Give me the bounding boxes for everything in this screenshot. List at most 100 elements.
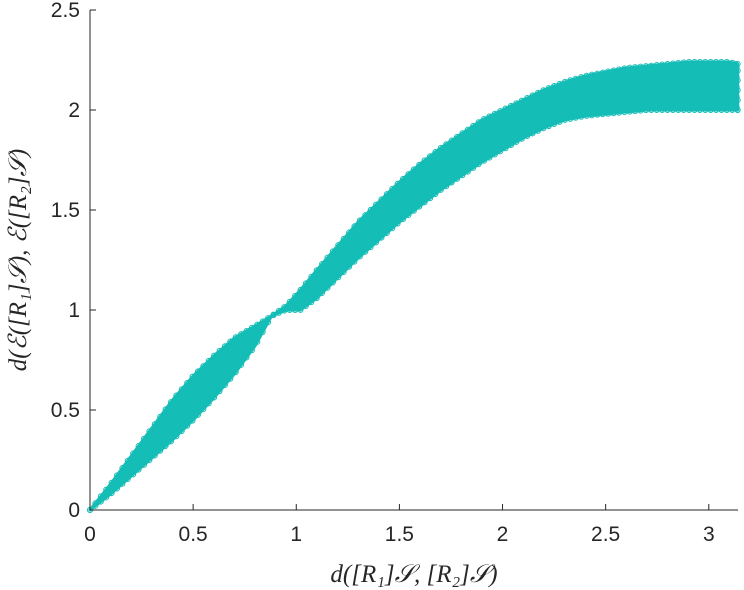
scatter-point <box>507 102 514 109</box>
scatter-point <box>281 304 288 311</box>
scatter-point <box>221 382 228 388</box>
scatter-point <box>140 435 147 442</box>
scatter-point <box>733 93 740 100</box>
x-tick-label: 1.5 <box>385 523 414 546</box>
scatter-point <box>340 235 347 242</box>
scatter-point <box>464 168 471 175</box>
scatter-point <box>475 161 482 168</box>
scatter-point <box>545 123 552 130</box>
x-tick-label: 0.5 <box>179 523 208 546</box>
scatter-point <box>302 303 309 309</box>
scatter-point <box>734 107 741 113</box>
scatter-point <box>103 494 110 501</box>
scatter-point <box>421 199 428 206</box>
scatter-point <box>184 379 191 386</box>
scatter-point <box>583 72 590 79</box>
scatter-point <box>416 203 423 210</box>
scatter-point <box>470 122 477 129</box>
scatter-point <box>194 368 201 375</box>
scatter-point <box>232 334 239 341</box>
scatter-point <box>340 269 347 276</box>
scatter-point <box>421 157 428 164</box>
scatter-point <box>346 263 353 270</box>
scatter-point <box>92 502 99 509</box>
data-points <box>87 59 741 513</box>
x-tick-label: 2.5 <box>591 523 620 546</box>
scatter-point <box>173 433 180 440</box>
scatter-point <box>167 438 174 445</box>
scatter-point <box>329 279 336 286</box>
scatter-point <box>734 97 741 104</box>
scatter-point <box>394 220 401 227</box>
scatter-point <box>734 87 741 94</box>
scatter-point <box>378 196 385 203</box>
scatter-point <box>92 500 99 507</box>
scatter-point <box>567 77 574 84</box>
scatter-point <box>551 82 558 89</box>
scatter-point <box>481 157 488 164</box>
y-axis-label: d(ℰ([R₁]𝒮), ℰ([R₂]𝒮) <box>5 149 32 371</box>
scatter-point <box>286 298 293 305</box>
scatter-point <box>173 392 180 399</box>
scatter-point <box>383 229 390 236</box>
scatter-point <box>733 103 740 110</box>
scatter-point <box>351 258 358 265</box>
scatter-point <box>734 67 741 74</box>
scatter-point <box>378 234 385 241</box>
scatter-point <box>140 461 147 468</box>
scatter-point <box>732 61 739 67</box>
scatter-point <box>567 115 574 122</box>
scatter-point <box>221 343 228 350</box>
scatter-point <box>335 242 342 249</box>
scatter-point <box>448 179 455 186</box>
x-tick-label: 0 <box>84 523 96 546</box>
scatter-point <box>572 114 579 121</box>
scatter-point <box>502 145 509 152</box>
scatter-point <box>470 164 477 171</box>
scatter-point <box>319 289 326 296</box>
scatter-point <box>405 171 412 178</box>
scatter-point <box>238 331 245 338</box>
scatter-point <box>113 485 120 492</box>
scatter-point <box>103 486 110 493</box>
scatter-point <box>491 151 498 158</box>
scatter-point <box>135 443 142 450</box>
scatter-point <box>410 166 417 173</box>
scatter-point <box>162 406 169 413</box>
scatter-point <box>400 216 407 223</box>
scatter-point <box>297 286 304 293</box>
scatter-point <box>259 329 266 335</box>
scatter-point <box>578 74 585 81</box>
scatter-point <box>97 498 104 505</box>
scatter-point <box>313 267 320 274</box>
scatter-point <box>124 457 131 464</box>
scatter-point <box>200 363 207 370</box>
scatter-point <box>329 248 336 255</box>
scatter-point <box>211 352 218 359</box>
scatter-point <box>227 375 234 382</box>
scatter-point <box>113 472 120 479</box>
scatter-point <box>540 87 547 94</box>
y-axis-ticks: 0 0.5 1 1.5 2 2.5 <box>51 0 96 522</box>
scatter-point <box>529 92 536 99</box>
scatter-point <box>486 154 493 161</box>
scatter-point <box>610 67 617 74</box>
scatter-point <box>513 100 520 107</box>
scatter-point <box>733 74 740 81</box>
scatter-point <box>427 195 434 202</box>
scatter-point <box>124 476 131 483</box>
scatter-point <box>356 253 363 260</box>
scatter-point <box>572 75 579 82</box>
scatter-point <box>561 78 568 85</box>
x-tick-label: 1 <box>290 523 302 546</box>
scatter-point <box>275 309 282 316</box>
scatter-point <box>135 466 142 473</box>
scatter-point <box>130 450 137 457</box>
scatter-point <box>400 175 407 182</box>
scatter-point <box>556 80 563 87</box>
scatter-point <box>335 274 342 281</box>
scatter-point <box>454 133 461 140</box>
scatter-point <box>216 388 223 395</box>
scatter-point <box>599 69 606 76</box>
scatter-point <box>324 284 331 291</box>
